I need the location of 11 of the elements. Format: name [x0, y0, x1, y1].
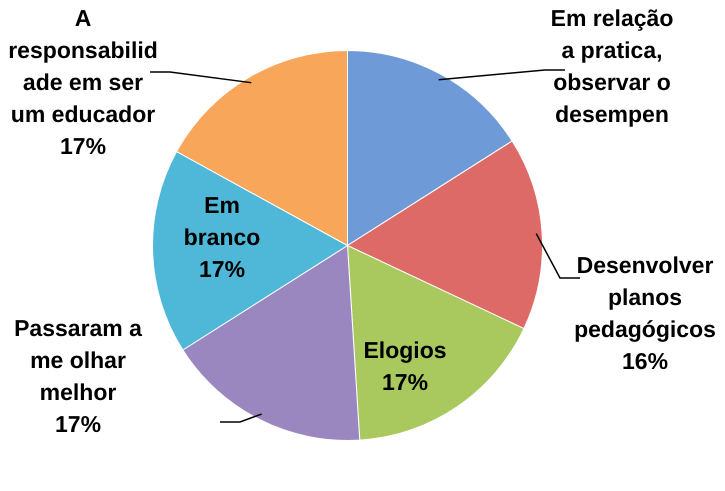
- data-label: 17%: [60, 132, 106, 159]
- slice-label: A responsabilidade em ser um educador: [8, 4, 158, 127]
- slice-label: Elogios: [363, 336, 447, 363]
- slice-label: Em relação a pratica, observar o desempen: [550, 4, 674, 127]
- slice-label: Em branco: [184, 192, 260, 250]
- slice-label: Desenvolver planos pedagógicos: [574, 252, 716, 342]
- data-label: 16%: [622, 348, 668, 374]
- data-label: 17%: [382, 368, 428, 395]
- data-label: 17%: [198, 256, 246, 282]
- slice-label: Passaram a me olhar melhor: [14, 314, 142, 405]
- data-label: 17%: [54, 410, 102, 437]
